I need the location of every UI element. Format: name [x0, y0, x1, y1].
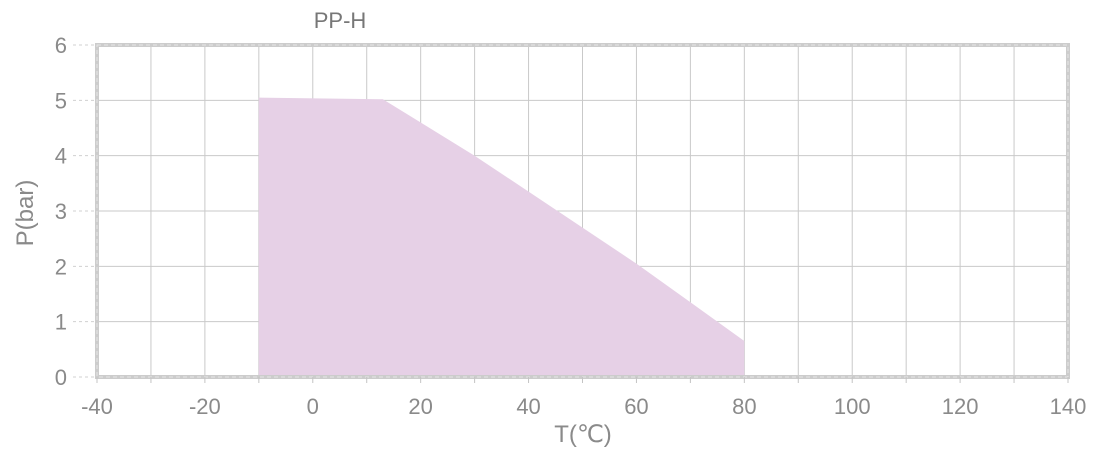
x-tick-label: 20	[408, 394, 432, 419]
x-axis-label: T(℃)	[554, 421, 612, 448]
x-tick-label: 80	[732, 394, 756, 419]
x-tick-label: -20	[189, 394, 221, 419]
series-area-layer	[258, 97, 745, 377]
series-area	[258, 97, 745, 377]
x-tick-label: 60	[624, 394, 648, 419]
y-tick-label: 3	[55, 199, 67, 224]
y-tick-label: 2	[55, 254, 67, 279]
x-axis-ticks: -40 -20 0 20 40 60 80 100 120 140	[81, 394, 1086, 419]
y-tick-label: 0	[55, 365, 67, 390]
y-axis-label: P(bar)	[12, 180, 39, 247]
chart-title: PP-H	[314, 8, 367, 33]
y-tick-label: 6	[55, 33, 67, 58]
x-tick-label: 120	[942, 394, 979, 419]
x-tick-label: 0	[307, 394, 319, 419]
x-tick-label: -40	[81, 394, 113, 419]
x-tick-label: 100	[834, 394, 871, 419]
y-tick-label: 1	[55, 310, 67, 335]
y-axis-ticks: 0 1 2 3 4 5 6	[55, 33, 94, 390]
y-tick-label: 5	[55, 88, 67, 113]
x-tick-label: 140	[1050, 394, 1087, 419]
x-axis-tick-marks	[96, 377, 1069, 383]
y-tick-label: 4	[55, 144, 67, 169]
x-tick-label: 40	[516, 394, 540, 419]
